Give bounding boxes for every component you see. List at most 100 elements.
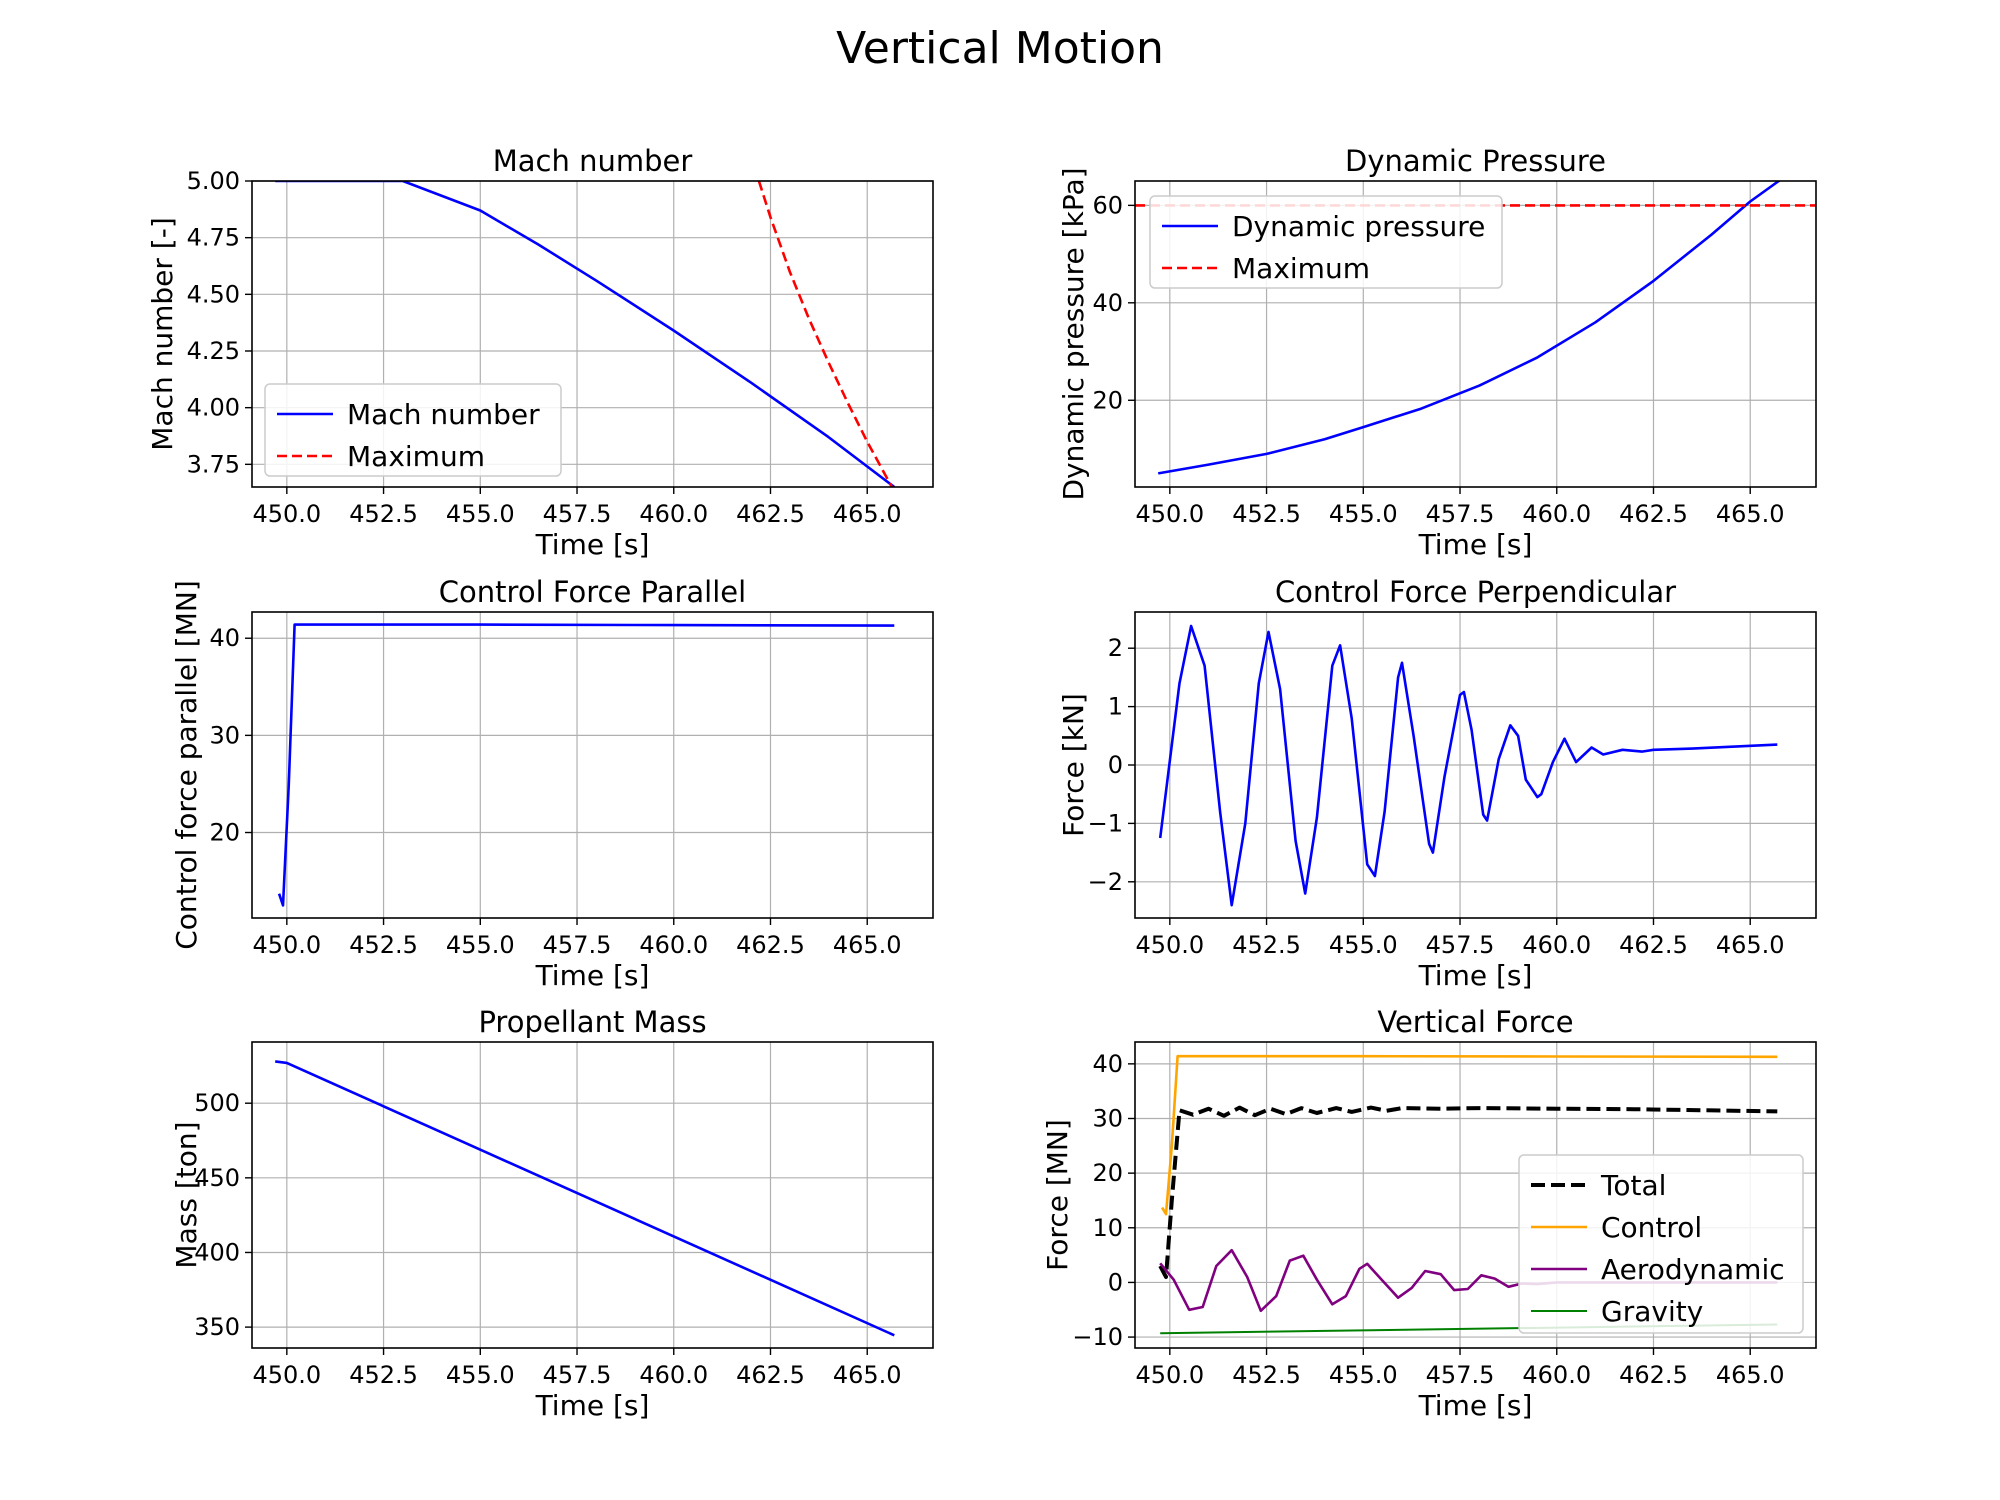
axes-frame bbox=[251, 611, 934, 919]
x-tick-label: 465.0 bbox=[833, 1361, 902, 1389]
series-line-3-0 bbox=[1158, 624, 1778, 907]
y-tick-label: −2 bbox=[1088, 868, 1123, 896]
axes-frame bbox=[251, 180, 934, 488]
subplot-mach: 450.0 452.5 455.0 457.5 460.0 462.5 465.0 3.75 4… bbox=[146, 144, 934, 561]
x-tick-label: 457.5 bbox=[543, 500, 612, 528]
legend: Dynamic pressure Maximum bbox=[1149, 195, 1503, 289]
series-line-mach-number bbox=[275, 181, 896, 487]
x-tick-label: 455.0 bbox=[446, 500, 515, 528]
x-axis-label: Time [s] bbox=[1418, 959, 1533, 992]
subplot-cfperp: 450.0 452.5 455.0 457.5 460.0 462.5 465.0 −2 −1 0… bbox=[1057, 575, 1817, 992]
legend-box bbox=[264, 383, 562, 477]
y-tick-label: 350 bbox=[194, 1313, 240, 1341]
y-axis-label: Mach number [-] bbox=[146, 217, 179, 451]
y-tick-label: 4.00 bbox=[187, 394, 240, 422]
x-tick-label: 460.0 bbox=[639, 500, 708, 528]
subplot-vforce: 450.0 452.5 455.0 457.5 460.0 462.5 465.0 −10 0 1… bbox=[1041, 1005, 1817, 1422]
legend-label: Aerodynamic bbox=[1601, 1253, 1785, 1286]
x-axis-label: Time [s] bbox=[1418, 1389, 1533, 1422]
legend-label: Mach number bbox=[347, 398, 540, 431]
x-tick-label: 452.5 bbox=[349, 931, 418, 959]
x-tick-label: 460.0 bbox=[639, 931, 708, 959]
x-axis-label: Time [s] bbox=[535, 528, 650, 561]
y-tick-label: −10 bbox=[1072, 1323, 1123, 1351]
x-tick-label: 450.0 bbox=[1135, 931, 1204, 959]
y-tick-label: 20 bbox=[1092, 386, 1123, 414]
series-group bbox=[277, 623, 895, 907]
y-tick-label: 2 bbox=[1108, 634, 1123, 662]
x-tick-label: 457.5 bbox=[1426, 1361, 1495, 1389]
subplot-prop: 450.0 452.5 455.0 457.5 460.0 462.5 465.0 350 40… bbox=[170, 1005, 934, 1422]
grid-lines bbox=[1135, 612, 1816, 918]
x-axis-label: Time [s] bbox=[535, 959, 650, 992]
legend-label: Maximum bbox=[1232, 252, 1370, 285]
x-tick-label: 455.0 bbox=[1329, 931, 1398, 959]
x-tick-label: 460.0 bbox=[1522, 931, 1591, 959]
y-tick-label: 30 bbox=[1092, 1105, 1123, 1133]
x-tick-label: 462.5 bbox=[736, 931, 805, 959]
x-tick-label: 462.5 bbox=[1619, 931, 1688, 959]
x-tick-label: 455.0 bbox=[446, 1361, 515, 1389]
grid-lines bbox=[252, 1042, 933, 1348]
series-line-maximum bbox=[757, 181, 894, 487]
x-tick-label: 465.0 bbox=[1716, 1361, 1785, 1389]
x-tick-label: 452.5 bbox=[1232, 1361, 1301, 1389]
series-group bbox=[275, 181, 896, 487]
series-group bbox=[275, 1060, 895, 1337]
x-tick-label: 462.5 bbox=[736, 1361, 805, 1389]
x-tick-label: 455.0 bbox=[1329, 1361, 1398, 1389]
subplot-title: Propellant Mass bbox=[478, 1005, 706, 1039]
legend: Mach number Maximum bbox=[264, 383, 562, 477]
y-tick-label: 20 bbox=[209, 819, 240, 847]
x-tick-label: 450.0 bbox=[1135, 1361, 1204, 1389]
y-tick-label: 4.25 bbox=[187, 337, 240, 365]
y-tick-label: 10 bbox=[1092, 1214, 1123, 1242]
axes-frame bbox=[1134, 180, 1817, 488]
legend-label: Maximum bbox=[347, 440, 485, 473]
x-tick-label: 462.5 bbox=[1619, 1361, 1688, 1389]
subplot-title: Control Force Perpendicular bbox=[1275, 575, 1676, 609]
subplot-cfpar: 450.0 452.5 455.0 457.5 460.0 462.5 465.0 20 30 4… bbox=[170, 575, 934, 992]
x-tick-label: 457.5 bbox=[1426, 931, 1495, 959]
y-tick-label: 40 bbox=[1092, 1050, 1123, 1078]
x-tick-label: 465.0 bbox=[833, 931, 902, 959]
legend: Total Control Aerodynamic Gravity bbox=[1518, 1154, 1804, 1334]
series-group bbox=[1158, 624, 1778, 907]
legend-label: Total bbox=[1600, 1169, 1666, 1202]
x-tick-label: 452.5 bbox=[1232, 931, 1301, 959]
y-axis-label: Dynamic pressure [kPa] bbox=[1057, 167, 1090, 500]
y-tick-label: 4.75 bbox=[187, 224, 240, 252]
x-tick-label: 465.0 bbox=[1716, 500, 1785, 528]
x-tick-label: 452.5 bbox=[349, 1361, 418, 1389]
y-tick-label: 450 bbox=[194, 1164, 240, 1192]
x-tick-label: 460.0 bbox=[1522, 500, 1591, 528]
y-axis-label: Mass [ton] bbox=[170, 1121, 203, 1268]
series-line-control bbox=[1160, 1054, 1778, 1216]
y-tick-label: 1 bbox=[1108, 693, 1123, 721]
x-tick-label: 455.0 bbox=[1329, 500, 1398, 528]
axes-frame bbox=[251, 1041, 934, 1349]
x-tick-label: 455.0 bbox=[446, 931, 515, 959]
y-tick-label: 30 bbox=[209, 721, 240, 749]
y-tick-label: 500 bbox=[194, 1089, 240, 1117]
y-tick-label: 3.75 bbox=[187, 450, 240, 478]
x-tick-label: 465.0 bbox=[833, 500, 902, 528]
y-axis-label: Force [kN] bbox=[1057, 693, 1090, 837]
figure-title: Vertical Motion bbox=[836, 23, 1164, 74]
x-tick-label: 460.0 bbox=[1522, 1361, 1591, 1389]
series-line-dynamic-pressure bbox=[1157, 181, 1781, 475]
x-tick-label: 452.5 bbox=[1232, 500, 1301, 528]
y-tick-label: 40 bbox=[1092, 289, 1123, 317]
y-axis-label: Force [MN] bbox=[1041, 1119, 1074, 1271]
grid-lines bbox=[252, 612, 933, 918]
subplot-grid: 450.0 452.5 455.0 457.5 460.0 462.5 465.0 3.75 4… bbox=[146, 144, 1817, 1422]
x-axis-label: Time [s] bbox=[535, 1389, 650, 1422]
axes-frame bbox=[1134, 1041, 1817, 1349]
legend-label: Dynamic pressure bbox=[1232, 210, 1485, 243]
x-tick-label: 450.0 bbox=[252, 931, 321, 959]
x-tick-label: 450.0 bbox=[252, 500, 321, 528]
x-tick-label: 460.0 bbox=[639, 1361, 708, 1389]
y-tick-label: 60 bbox=[1092, 191, 1123, 219]
y-axis-label: Control force parallel [MN] bbox=[170, 580, 203, 950]
y-tick-label: 4.50 bbox=[187, 280, 240, 308]
